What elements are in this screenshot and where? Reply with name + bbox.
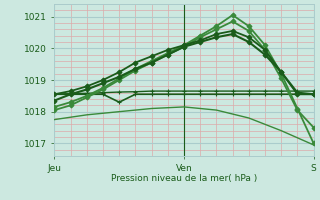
X-axis label: Pression niveau de la mer( hPa ): Pression niveau de la mer( hPa )	[111, 174, 257, 183]
